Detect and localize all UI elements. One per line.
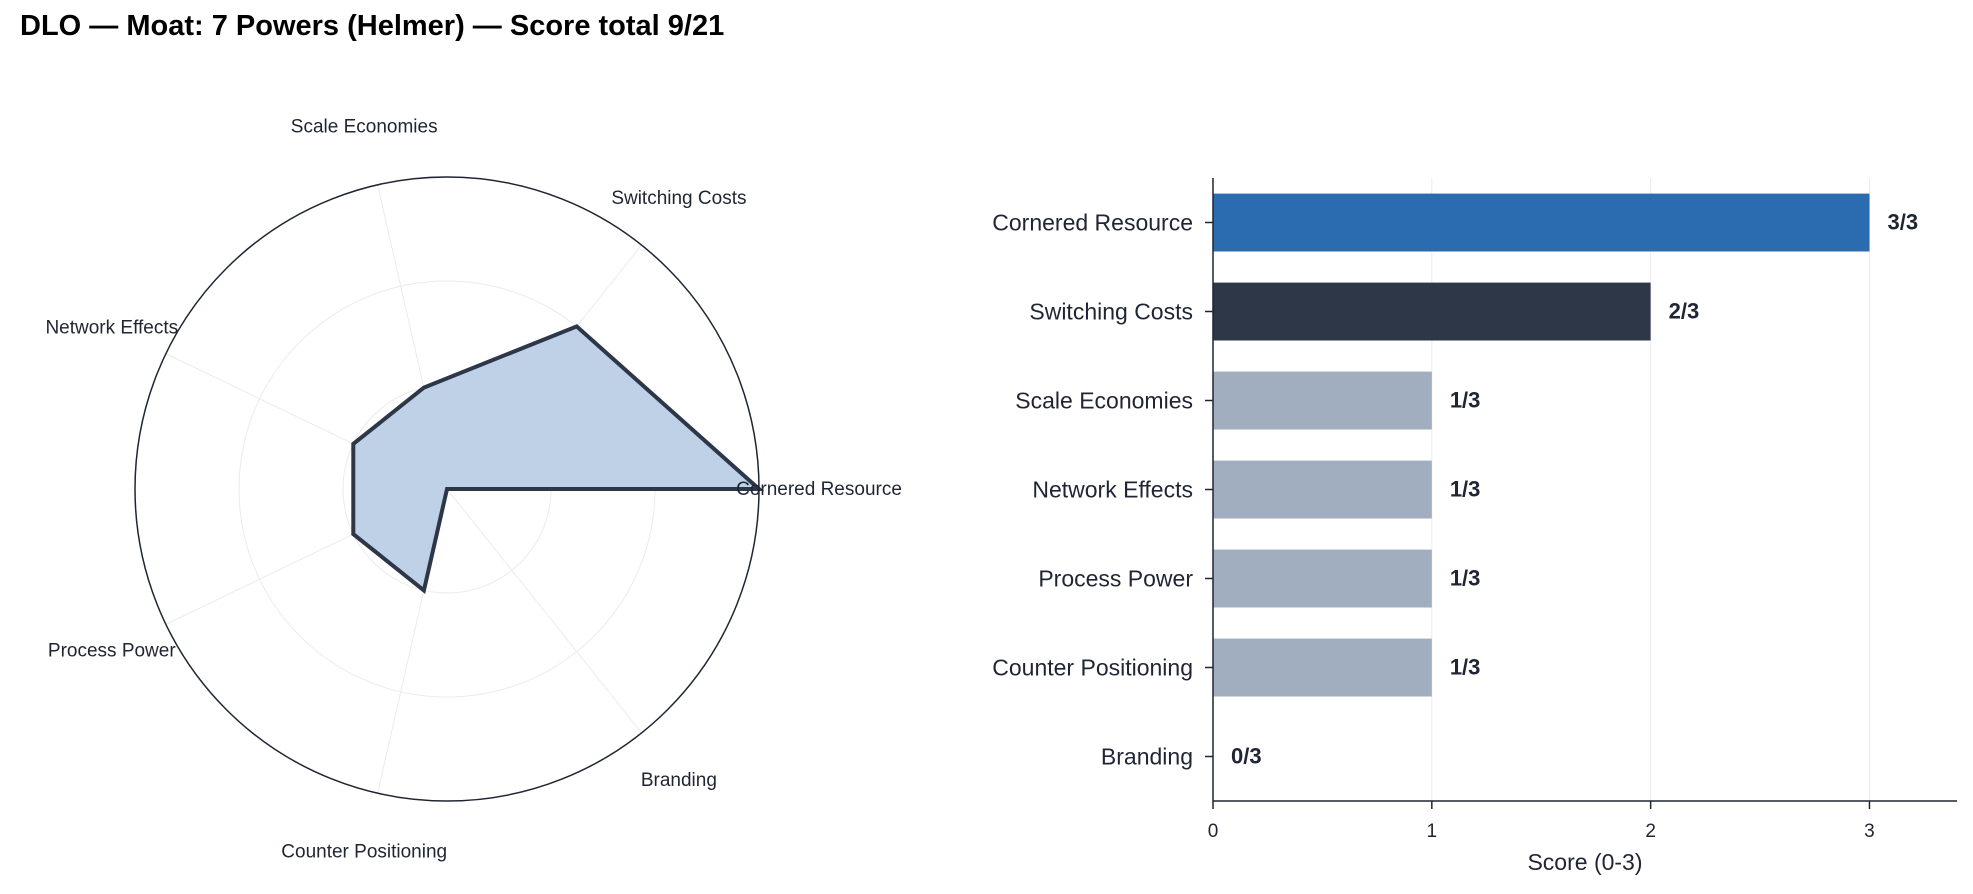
radar-category-label: Scale Economies bbox=[291, 116, 438, 137]
radar-chart: Cornered Resource Switching Costs Scale Ec… bbox=[45, 116, 901, 862]
bar-value-label: 2/3 bbox=[1669, 299, 1700, 324]
radar-grid-spoke bbox=[446, 488, 642, 734]
radar-category-label: Branding bbox=[641, 770, 717, 791]
x-tick-label: 2 bbox=[1645, 821, 1656, 842]
bar-chart: Cornered Resource 3/3 Switching Costs 2/3 Sc… bbox=[992, 178, 1957, 875]
bar-value-label: 1/3 bbox=[1450, 388, 1481, 413]
bar-value-label: 1/3 bbox=[1450, 655, 1481, 680]
bar bbox=[1213, 282, 1651, 341]
y-tick-label: Cornered Resource bbox=[992, 210, 1193, 236]
y-tick-label: Branding bbox=[1101, 744, 1193, 770]
radar-series-area bbox=[351, 324, 765, 594]
x-tick-label: 3 bbox=[1864, 821, 1875, 842]
x-tick-label: 0 bbox=[1208, 821, 1219, 842]
x-tick-label: 1 bbox=[1427, 821, 1438, 842]
radar-category-label: Switching Costs bbox=[611, 188, 746, 209]
bar-value-label: 0/3 bbox=[1231, 744, 1262, 769]
bar bbox=[1213, 460, 1432, 519]
radar-category-label: Network Effects bbox=[45, 318, 178, 339]
bar-value-label: 1/3 bbox=[1450, 566, 1481, 591]
radar-category-label: Cornered Resource bbox=[736, 479, 902, 500]
bar-value-label: 1/3 bbox=[1450, 477, 1481, 502]
y-tick-label: Network Effects bbox=[1032, 477, 1193, 503]
bar bbox=[1213, 638, 1432, 697]
y-tick-label: Switching Costs bbox=[1029, 299, 1193, 325]
bar bbox=[1213, 371, 1432, 430]
page-title: DLO — Moat: 7 Powers (Helmer) — Score to… bbox=[20, 10, 725, 42]
radar-category-label: Process Power bbox=[48, 640, 176, 661]
radar-category-label: Counter Positioning bbox=[281, 842, 447, 863]
y-tick-label: Process Power bbox=[1038, 566, 1193, 592]
y-tick-label: Scale Economies bbox=[1015, 388, 1193, 414]
radar-outer-frame bbox=[134, 176, 760, 802]
bar bbox=[1213, 193, 1870, 252]
bar bbox=[1213, 549, 1432, 608]
x-axis-title: Score (0-3) bbox=[1527, 849, 1642, 875]
bar-value-label: 3/3 bbox=[1887, 210, 1918, 235]
y-tick-label: Counter Positioning bbox=[992, 655, 1193, 681]
